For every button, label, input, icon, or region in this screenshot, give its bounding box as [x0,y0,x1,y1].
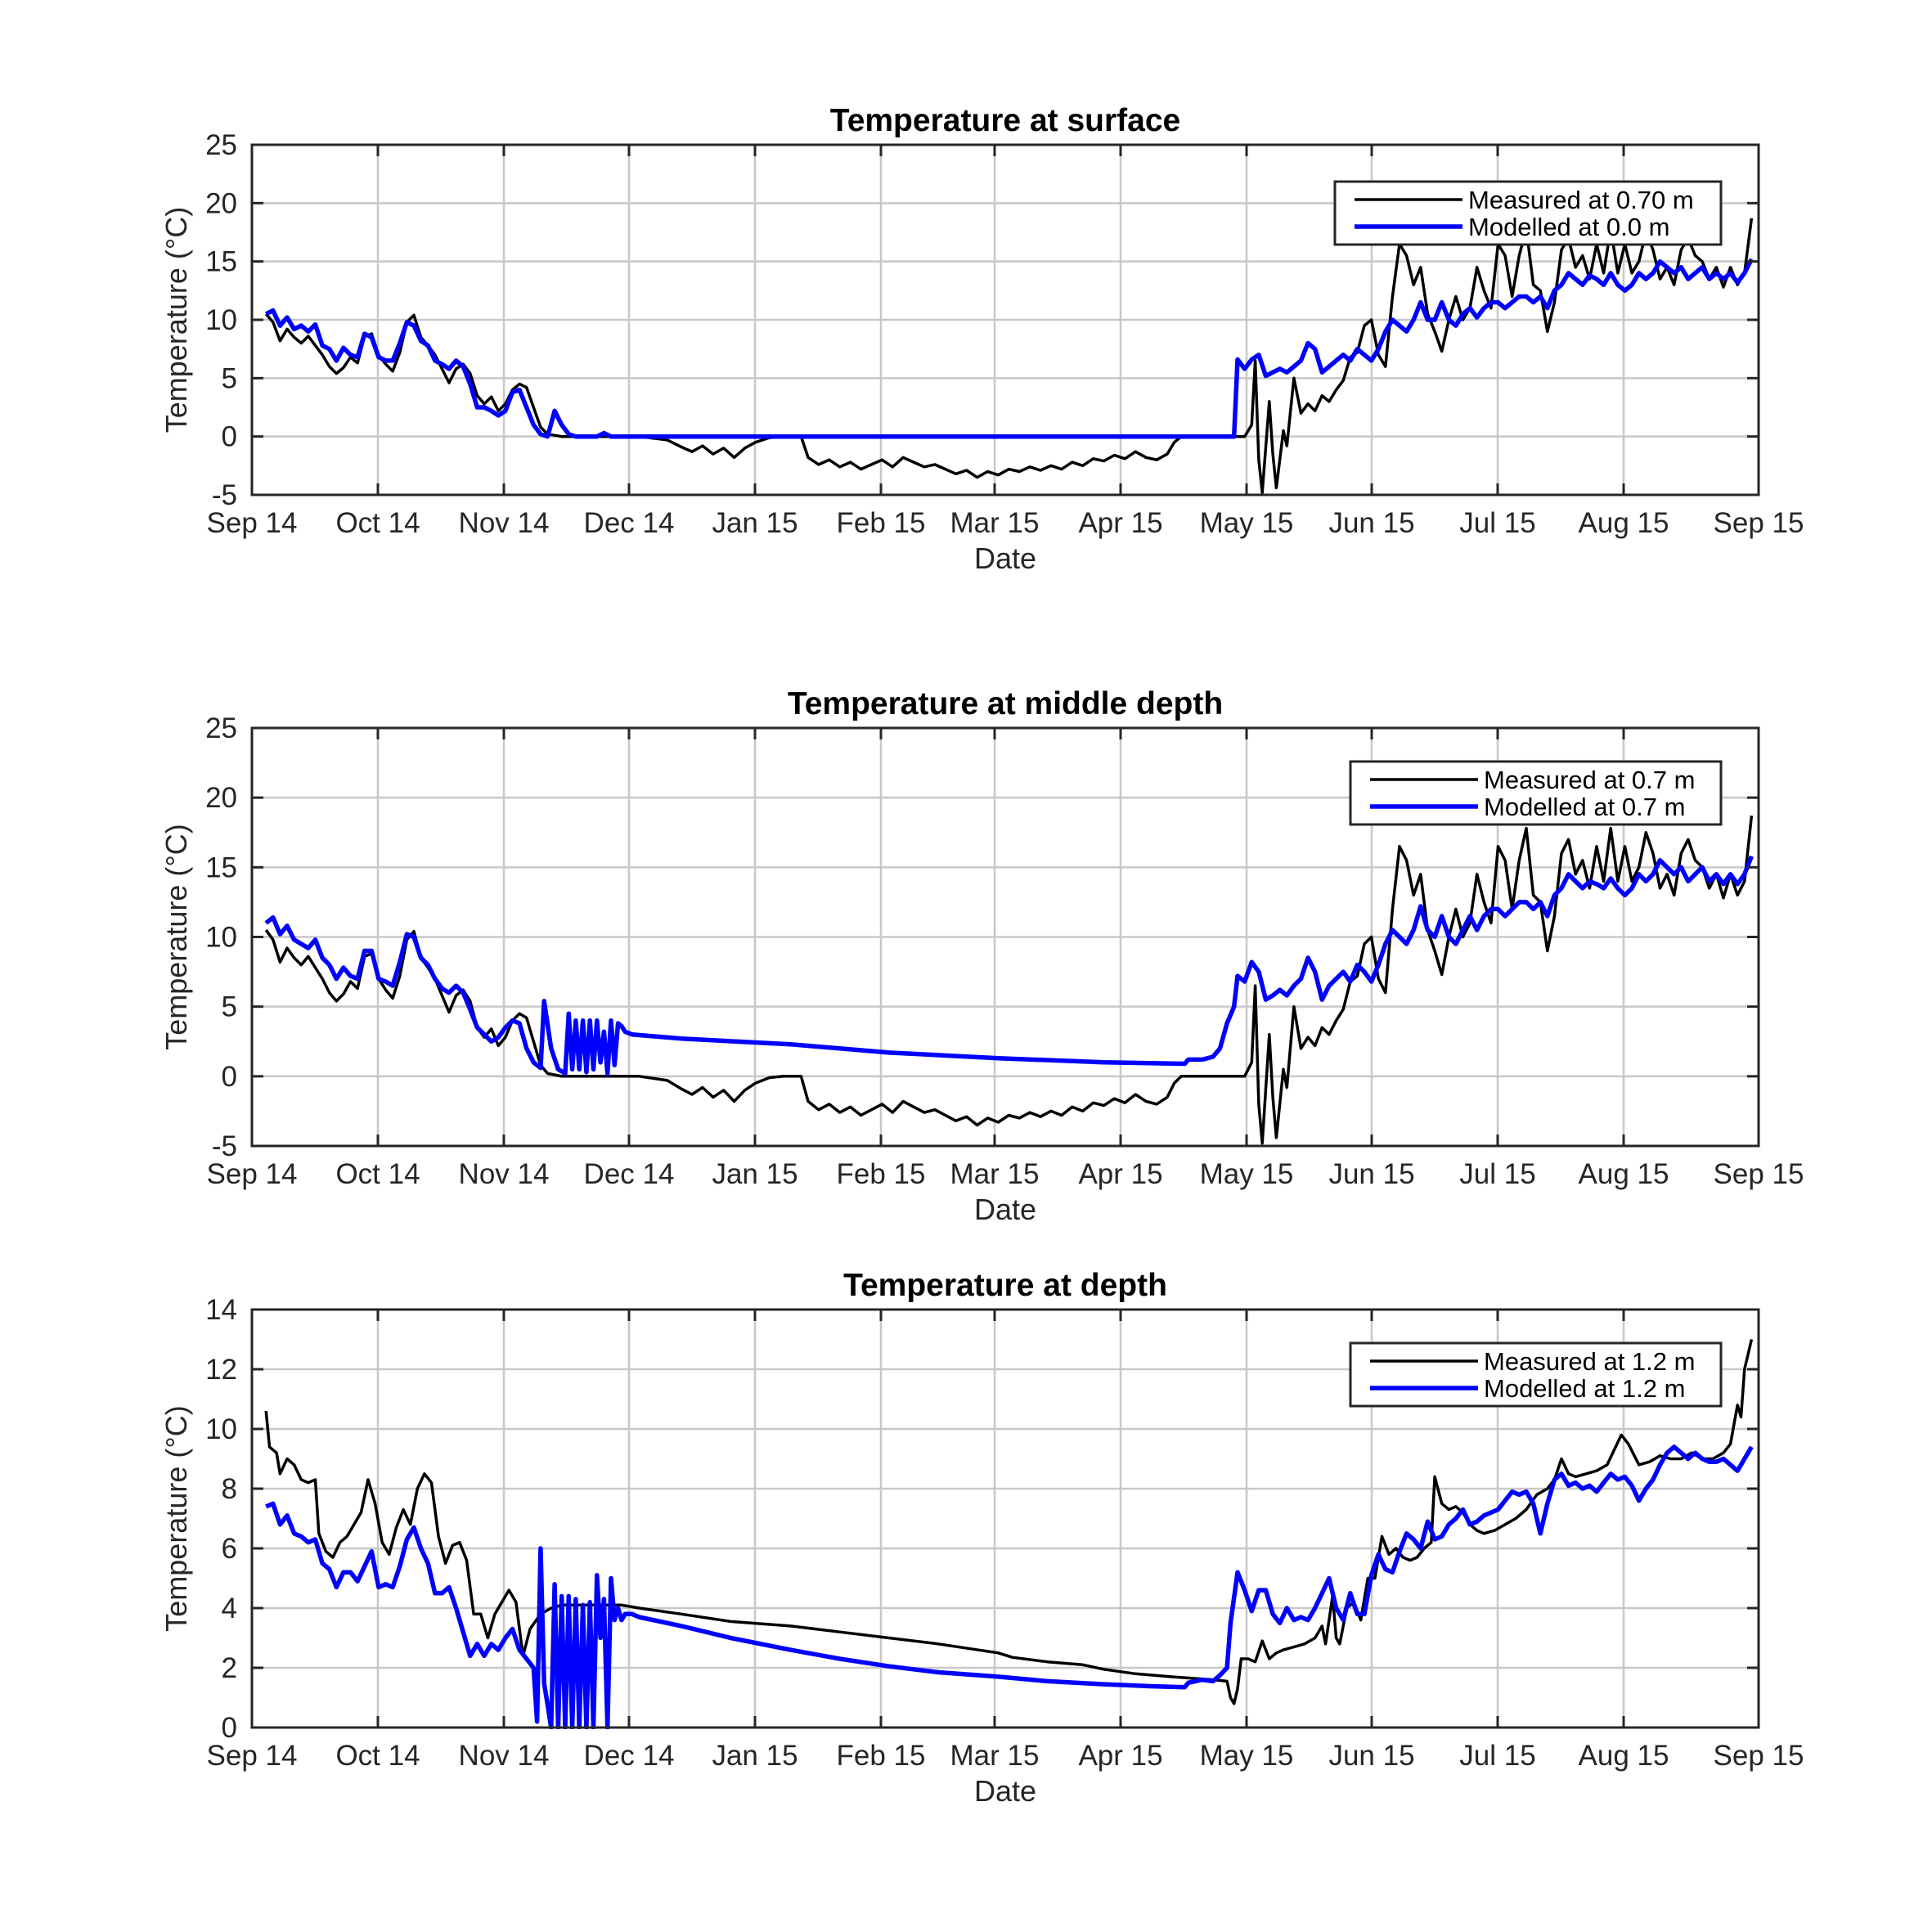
y-axis-label: Temperature (°C) [160,824,193,1049]
y-tick-label: 0 [222,1061,237,1093]
x-axis-label: Date [974,1774,1036,1808]
chart-panel-1: Sep 14 Oct 14 Nov 14 Dec 14 Jan 15 Feb 15 Mar … [160,103,1804,575]
chart-panel-2: Sep 14 Oct 14 Nov 14 Dec 14 Jan 15 Feb 15 Mar … [160,686,1804,1226]
modelled-series-line [264,855,1754,1076]
y-tick-label: 4 [222,1593,237,1624]
y-tick-label: 20 [205,782,237,814]
legend-label: Modelled at 0.0 m [1468,213,1669,241]
x-tick-label: May 15 [1200,507,1294,539]
x-tick-label: Jun 15 [1328,507,1414,539]
x-tick-label: Jan 15 [712,1740,798,1772]
x-tick-label: Jul 15 [1459,1740,1535,1772]
x-tick-label: Mar 15 [950,1740,1040,1772]
legend-label: Measured at 0.7 m [1484,766,1695,794]
x-tick-label: Jan 15 [712,507,798,539]
chart-title: Temperature at middle depth [788,686,1223,721]
x-tick-label: Dec 14 [584,1158,675,1190]
x-tick-label: Aug 15 [1579,1740,1669,1772]
x-tick-label: Sep 15 [1714,1158,1804,1190]
x-tick-label: Aug 15 [1579,1158,1669,1190]
legend-label: Modelled at 0.7 m [1484,793,1685,821]
x-tick-label: Feb 15 [837,507,926,539]
y-tick-label: 6 [222,1533,237,1565]
legend-box [1349,760,1723,826]
legend-box [1349,1341,1723,1408]
x-tick-label: Nov 14 [459,507,550,539]
y-tick-label: 10 [205,1413,237,1445]
x-tick-label: May 15 [1200,1158,1294,1190]
y-tick-label: 14 [205,1294,237,1326]
x-tick-label: Sep 14 [207,1158,298,1190]
x-tick-label: Oct 14 [335,1740,420,1772]
x-tick-label: Jul 15 [1459,507,1535,539]
x-tick-label: Apr 15 [1078,1158,1162,1190]
x-tick-label: Dec 14 [584,507,675,539]
x-tick-label: Jul 15 [1459,1158,1535,1190]
y-tick-label: 15 [205,246,237,278]
x-tick-label: Apr 15 [1078,1740,1162,1772]
y-tick-label: 0 [222,1712,237,1744]
y-tick-label: -5 [212,479,237,511]
y-tick-label: 5 [222,991,237,1023]
x-tick-label: Mar 15 [950,1158,1040,1190]
measured-series-line [264,1339,1754,1705]
y-tick-label: 2 [222,1652,237,1684]
y-tick-label: 10 [205,304,237,336]
x-tick-label: Apr 15 [1078,507,1162,539]
x-axis-label: Date [974,541,1036,575]
y-tick-label: 15 [205,851,237,883]
x-tick-label: Aug 15 [1579,507,1669,539]
legend-label: Measured at 1.2 m [1484,1347,1695,1376]
legend-label: Modelled at 1.2 m [1484,1374,1685,1403]
legend-label: Measured at 0.70 m [1468,186,1694,214]
y-tick-label: 20 [205,187,237,219]
x-tick-label: Dec 14 [584,1740,675,1772]
axes-box [250,1308,1760,1729]
chart-title: Temperature at depth [843,1268,1167,1303]
y-axis-label: Temperature (°C) [160,1405,193,1631]
y-tick-label: 5 [222,362,237,394]
x-axis-label: Date [974,1193,1036,1226]
y-tick-label: 25 [205,129,237,161]
x-tick-label: Sep 15 [1714,1740,1804,1772]
x-tick-label: Nov 14 [459,1740,550,1772]
x-tick-label: Jan 15 [712,1158,798,1190]
x-tick-label: Nov 14 [459,1158,550,1190]
y-tick-label: 25 [205,712,237,744]
x-tick-label: Sep 15 [1714,507,1804,539]
legend-box [1333,180,1723,246]
x-tick-label: Jun 15 [1328,1158,1414,1190]
x-tick-label: Sep 14 [207,1740,298,1772]
modelled-series-line [265,1445,1754,1729]
x-tick-label: Mar 15 [950,507,1040,539]
modelled-series-line [264,258,1754,439]
chart-title: Temperature at surface [830,103,1180,138]
y-tick-label: 12 [205,1354,237,1386]
x-tick-label: Jun 15 [1328,1740,1414,1772]
chart-panel-3: Sep 14 Oct 14 Nov 14 Dec 14 Jan 15 Feb 15 Mar … [160,1268,1804,1808]
x-tick-label: Feb 15 [837,1158,926,1190]
y-tick-label: 10 [205,922,237,954]
x-tick-label: May 15 [1200,1740,1294,1772]
y-tick-label: -5 [212,1130,237,1162]
y-tick-label: 0 [222,421,237,453]
x-tick-label: Sep 14 [207,507,298,539]
x-tick-label: Oct 14 [335,507,420,539]
x-tick-label: Feb 15 [837,1740,926,1772]
y-tick-label: 8 [222,1473,237,1505]
x-tick-label: Oct 14 [335,1158,420,1190]
y-axis-label: Temperature (°C) [160,207,193,433]
